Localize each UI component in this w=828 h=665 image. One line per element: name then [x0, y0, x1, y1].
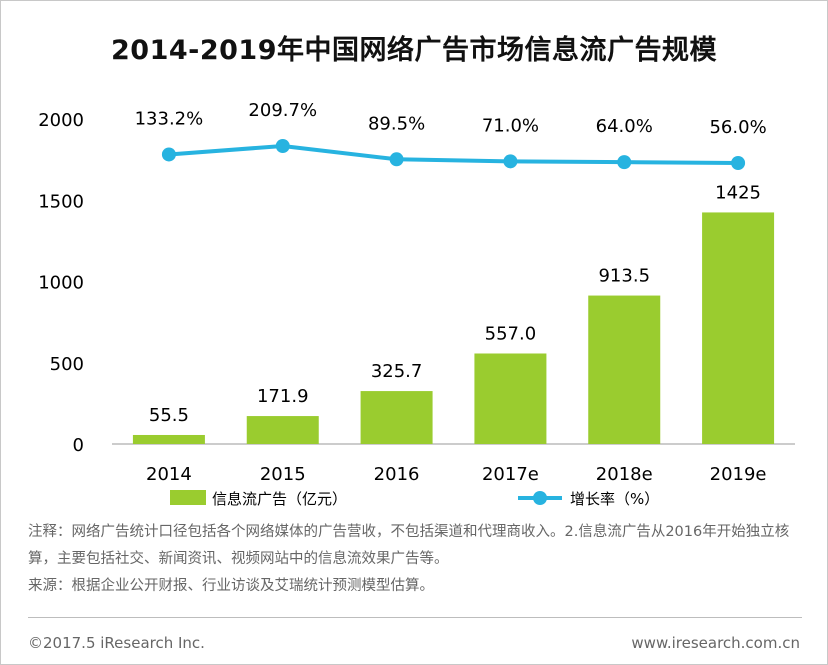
growth-value-label: 133.2%	[135, 108, 204, 129]
line-series	[161, 139, 746, 170]
legend-bar-swatch	[170, 490, 206, 505]
bar-series	[132, 212, 775, 444]
bar-value-label: 1425	[715, 182, 761, 203]
legend: 信息流广告（亿元） 增长率（%）	[170, 490, 659, 508]
y-tick-label: 1500	[38, 191, 84, 212]
growth-point	[503, 154, 518, 169]
chart-note: 注释：网络广告统计口径包括各个网络媒体的广告营收，不包括渠道和代理商收入。2.信…	[28, 519, 808, 600]
note-source: 来源：根据企业公开财报、行业访谈及艾瑞统计预测模型估算。	[28, 578, 434, 594]
growth-value-label: 89.5%	[368, 113, 425, 134]
x-tick-label: 2016	[374, 464, 420, 485]
growth-point	[389, 152, 404, 167]
growth-value-label: 71.0%	[482, 115, 539, 136]
growth-line	[168, 144, 739, 165]
x-axis: 2014 2015 2016 2017e 2018e 2019e	[112, 443, 795, 485]
legend-bar-label: 信息流广告（亿元）	[212, 490, 347, 508]
bar	[474, 353, 547, 444]
y-tick-label: 2000	[38, 110, 84, 131]
bar	[588, 295, 661, 444]
growth-point	[161, 147, 176, 162]
growth-point	[275, 139, 290, 153]
y-tick-label: 500	[50, 354, 84, 375]
growth-value-label: 209.7%	[248, 100, 317, 121]
growth-value-label: 64.0%	[596, 116, 653, 137]
footer-divider	[28, 617, 802, 618]
bar-value-label: 55.5	[149, 405, 189, 426]
growth-point	[731, 156, 746, 170]
x-tick-label: 2019e	[710, 464, 767, 485]
bar-value-labels: 55.5 171.9 325.7 557.0 913.5 1425	[149, 182, 761, 426]
bar-value-label: 325.7	[371, 361, 423, 382]
x-tick-label: 2015	[260, 464, 306, 485]
x-tick-label: 2014	[146, 464, 192, 485]
x-tick-label: 2017e	[482, 464, 539, 485]
bar	[702, 212, 775, 444]
copyright-text: ©2017.5 iResearch Inc.	[28, 634, 205, 652]
bar	[246, 416, 319, 444]
bar-value-label: 913.5	[598, 266, 650, 287]
y-axis: 2000 1500 1000 500 0	[38, 110, 84, 456]
y-tick-label: 1000	[38, 273, 84, 294]
y-tick-label: 0	[73, 435, 84, 456]
line-value-labels: 133.2% 209.7% 89.5% 71.0% 64.0% 56.0%	[135, 100, 767, 138]
bar-value-label: 557.0	[485, 323, 537, 344]
bar	[360, 391, 433, 444]
chart-title: 2014-2019年中国网络广告市场信息流广告规模	[111, 35, 717, 66]
note-text: 注释：网络广告统计口径包括各个网络媒体的广告营收，不包括渠道和代理商收入。2.信…	[28, 524, 790, 567]
growth-value-label: 56.0%	[709, 117, 766, 138]
x-tick-label: 2018e	[596, 464, 653, 485]
growth-point	[617, 155, 632, 170]
bar	[132, 434, 205, 444]
website-link[interactable]: www.iresearch.com.cn	[631, 634, 800, 652]
bar-value-label: 171.9	[257, 386, 309, 407]
legend-line-label: 增长率（%）	[570, 490, 659, 508]
legend-line-marker	[533, 491, 547, 505]
